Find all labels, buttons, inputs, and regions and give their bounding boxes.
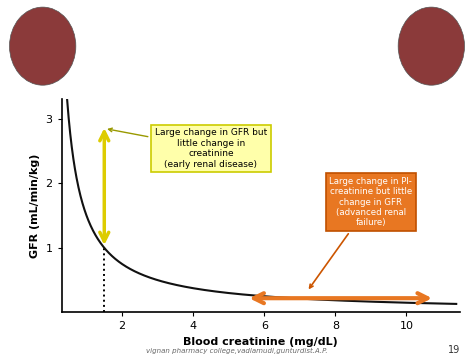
- Text: Large change in GFR but
little change in
creatinine
(early renal disease): Large change in GFR but little change in…: [109, 128, 267, 169]
- Text: 19: 19: [447, 345, 460, 355]
- Text: Large change in Pl-
creatinine but little
change in GFR
(advanced renal
failure): Large change in Pl- creatinine but littl…: [310, 177, 412, 288]
- X-axis label: Blood creatinine (mg/dL): Blood creatinine (mg/dL): [183, 337, 338, 347]
- Text: vignan pharmacy college,vadlamudi,gunturdist.A.P.: vignan pharmacy college,vadlamudi,guntur…: [146, 348, 328, 354]
- Y-axis label: GFR (mL/min/kg): GFR (mL/min/kg): [30, 154, 40, 258]
